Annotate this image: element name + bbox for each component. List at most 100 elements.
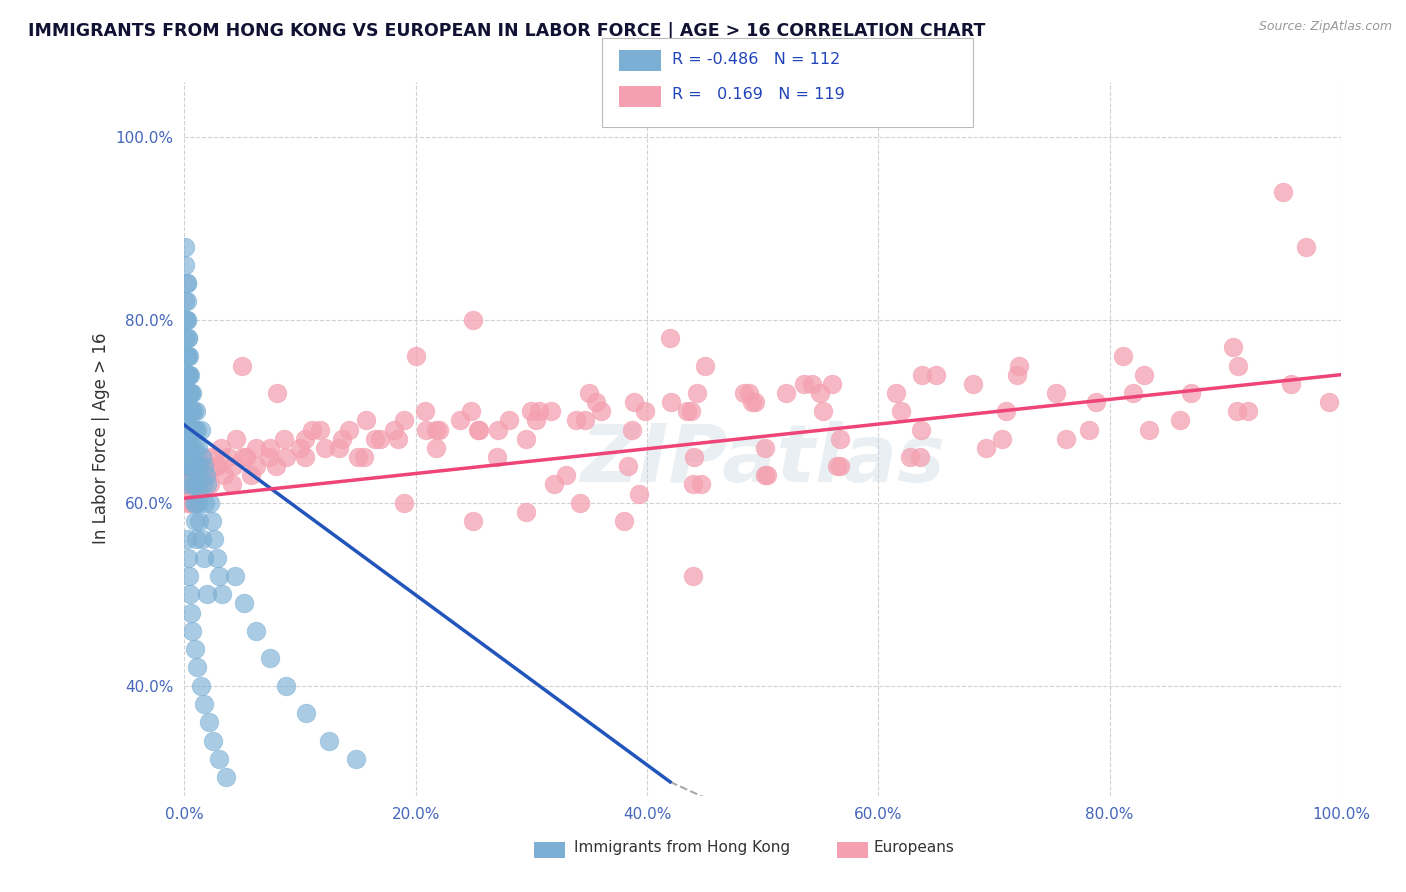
Point (1295, 239, 1317, 253)
Text: Source: ZipAtlas.com: Source: ZipAtlas.com (1258, 20, 1392, 33)
Point (498, 413, 520, 427)
Point (208, 752, 231, 766)
Point (177, 450, 200, 464)
Point (193, 550, 215, 565)
Point (231, 359, 253, 373)
Point (1237, 404, 1260, 418)
Point (177, 441, 200, 455)
Point (184, 642, 207, 657)
Point (623, 395, 645, 409)
Point (235, 450, 257, 464)
Point (382, 423, 405, 437)
Point (427, 423, 450, 437)
Point (659, 331, 682, 345)
Point (811, 404, 834, 418)
Point (188, 514, 211, 528)
Point (1077, 423, 1099, 437)
Point (991, 432, 1014, 446)
Point (245, 624, 267, 638)
Point (449, 413, 471, 427)
Point (202, 533, 225, 547)
Point (994, 404, 1017, 418)
Point (190, 450, 212, 464)
Point (176, 459, 198, 474)
Point (183, 459, 205, 474)
Point (617, 459, 640, 474)
Point (425, 441, 447, 455)
Point (176, 423, 198, 437)
Point (392, 413, 415, 427)
Point (463, 313, 485, 327)
Point (176, 294, 198, 309)
Point (911, 368, 934, 382)
Point (197, 715, 219, 730)
Point (1133, 368, 1156, 382)
Point (690, 477, 713, 491)
Point (195, 468, 218, 483)
Point (733, 386, 755, 401)
Point (193, 459, 215, 474)
Point (825, 459, 848, 474)
Point (245, 441, 267, 455)
Point (775, 386, 797, 401)
Point (589, 404, 612, 418)
Point (200, 450, 222, 464)
Point (962, 376, 984, 391)
Point (184, 486, 207, 500)
Point (177, 331, 200, 345)
Point (633, 404, 655, 418)
Point (413, 404, 436, 418)
Point (183, 496, 205, 510)
Text: Europeans: Europeans (873, 840, 955, 855)
Point (179, 587, 201, 601)
Point (259, 441, 281, 455)
Point (177, 404, 200, 418)
Point (205, 459, 228, 474)
Text: Immigrants from Hong Kong: Immigrants from Hong Kong (574, 840, 790, 855)
Point (468, 423, 491, 437)
Point (793, 376, 815, 391)
Point (184, 477, 207, 491)
Point (683, 450, 706, 464)
Point (693, 359, 716, 373)
Point (191, 450, 214, 464)
Point (233, 597, 256, 611)
Point (686, 386, 709, 401)
Point (177, 569, 200, 583)
Point (392, 496, 415, 510)
Point (176, 350, 198, 364)
Point (179, 441, 201, 455)
Point (222, 459, 245, 474)
Point (232, 450, 254, 464)
Point (294, 432, 316, 446)
Point (176, 368, 198, 382)
Point (682, 477, 704, 491)
Point (344, 752, 367, 766)
Point (177, 331, 200, 345)
Point (756, 468, 779, 483)
Point (274, 450, 297, 464)
Point (328, 441, 350, 455)
Point (209, 441, 232, 455)
Point (274, 679, 297, 693)
Point (191, 477, 214, 491)
Point (346, 450, 368, 464)
Point (1084, 395, 1107, 409)
Point (215, 770, 238, 784)
Point (314, 441, 336, 455)
Point (177, 550, 200, 565)
Point (174, 313, 197, 327)
Point (585, 395, 607, 409)
Point (190, 423, 212, 437)
Point (188, 486, 211, 500)
Point (738, 386, 761, 401)
Point (181, 404, 204, 418)
Point (211, 587, 233, 601)
Point (198, 496, 221, 510)
Text: ZIPatlas: ZIPatlas (581, 421, 945, 500)
Point (1122, 386, 1144, 401)
Point (1005, 368, 1028, 382)
Point (294, 450, 316, 464)
Point (180, 423, 202, 437)
Point (224, 569, 246, 583)
